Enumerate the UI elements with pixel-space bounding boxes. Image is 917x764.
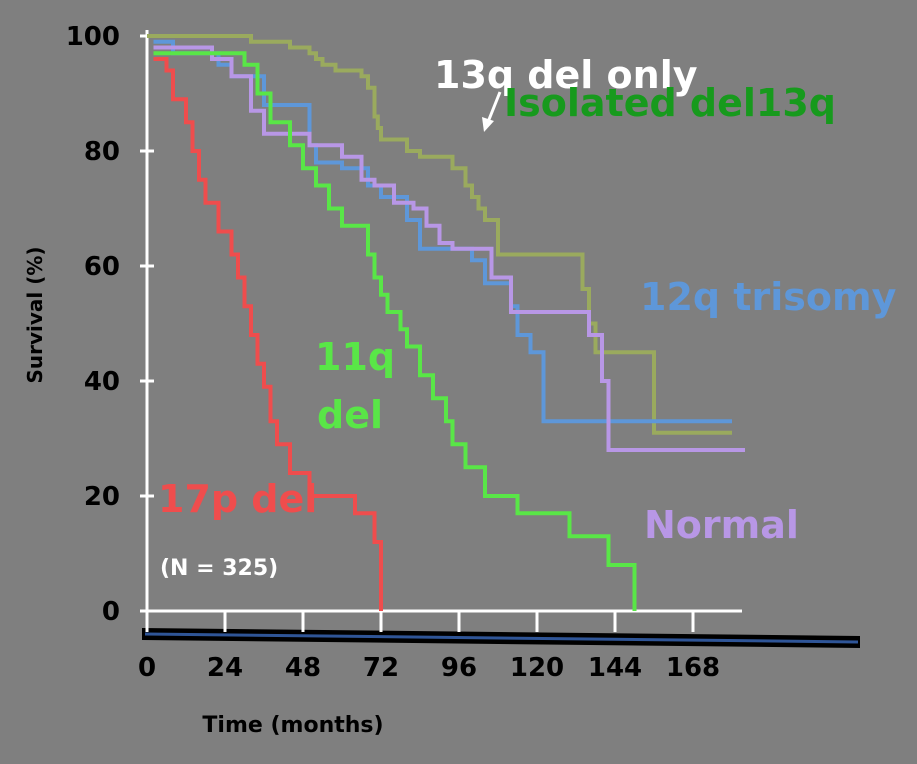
x-tick-label: 144 xyxy=(588,653,642,683)
x-axis-label: Time (months) xyxy=(202,713,383,738)
sample-size-note: (N = 325) xyxy=(160,556,278,581)
series-lines xyxy=(147,34,745,611)
label-12q-trisomy: 12q trisomy xyxy=(640,275,897,319)
y-tick-label: 80 xyxy=(84,137,120,167)
y-tick-label: 20 xyxy=(84,482,120,512)
label-13q-del-only: 13q del only xyxy=(434,53,698,97)
x-tick-label: 96 xyxy=(441,653,477,683)
y-tick-label: 100 xyxy=(66,22,120,52)
label-normal: Normal xyxy=(644,503,799,547)
label-17p-del: 17p del xyxy=(158,477,317,521)
x-ticks: 0 24 48 72 96 120 144 168 xyxy=(138,611,720,683)
axis-base-bar-highlight xyxy=(144,632,859,644)
x-tick-label: 24 xyxy=(207,653,243,683)
y-tick-label: 40 xyxy=(84,367,120,397)
series-line-17p-del xyxy=(153,57,383,611)
y-ticks: 0 20 40 60 80 100 xyxy=(66,22,154,627)
x-tick-label: 168 xyxy=(666,653,720,683)
x-tick-label: 48 xyxy=(285,653,321,683)
label-11q-del-line1: 11q xyxy=(315,335,395,379)
arrow-icon xyxy=(482,91,502,132)
label-isolated-del13q: Isolated del13q xyxy=(504,81,836,125)
series-line-11q-del xyxy=(153,51,637,611)
y-tick-label: 60 xyxy=(84,252,120,282)
x-tick-label: 72 xyxy=(363,653,399,683)
x-tick-label: 0 xyxy=(138,653,156,683)
y-tick-label: 0 xyxy=(102,597,120,627)
series-line-normal xyxy=(153,45,745,452)
series-line-13q-del-only xyxy=(147,34,732,435)
x-tick-label: 120 xyxy=(510,653,564,683)
label-11q-del-line2: del xyxy=(317,393,383,437)
y-axis-label: Survival (%) xyxy=(23,246,47,383)
